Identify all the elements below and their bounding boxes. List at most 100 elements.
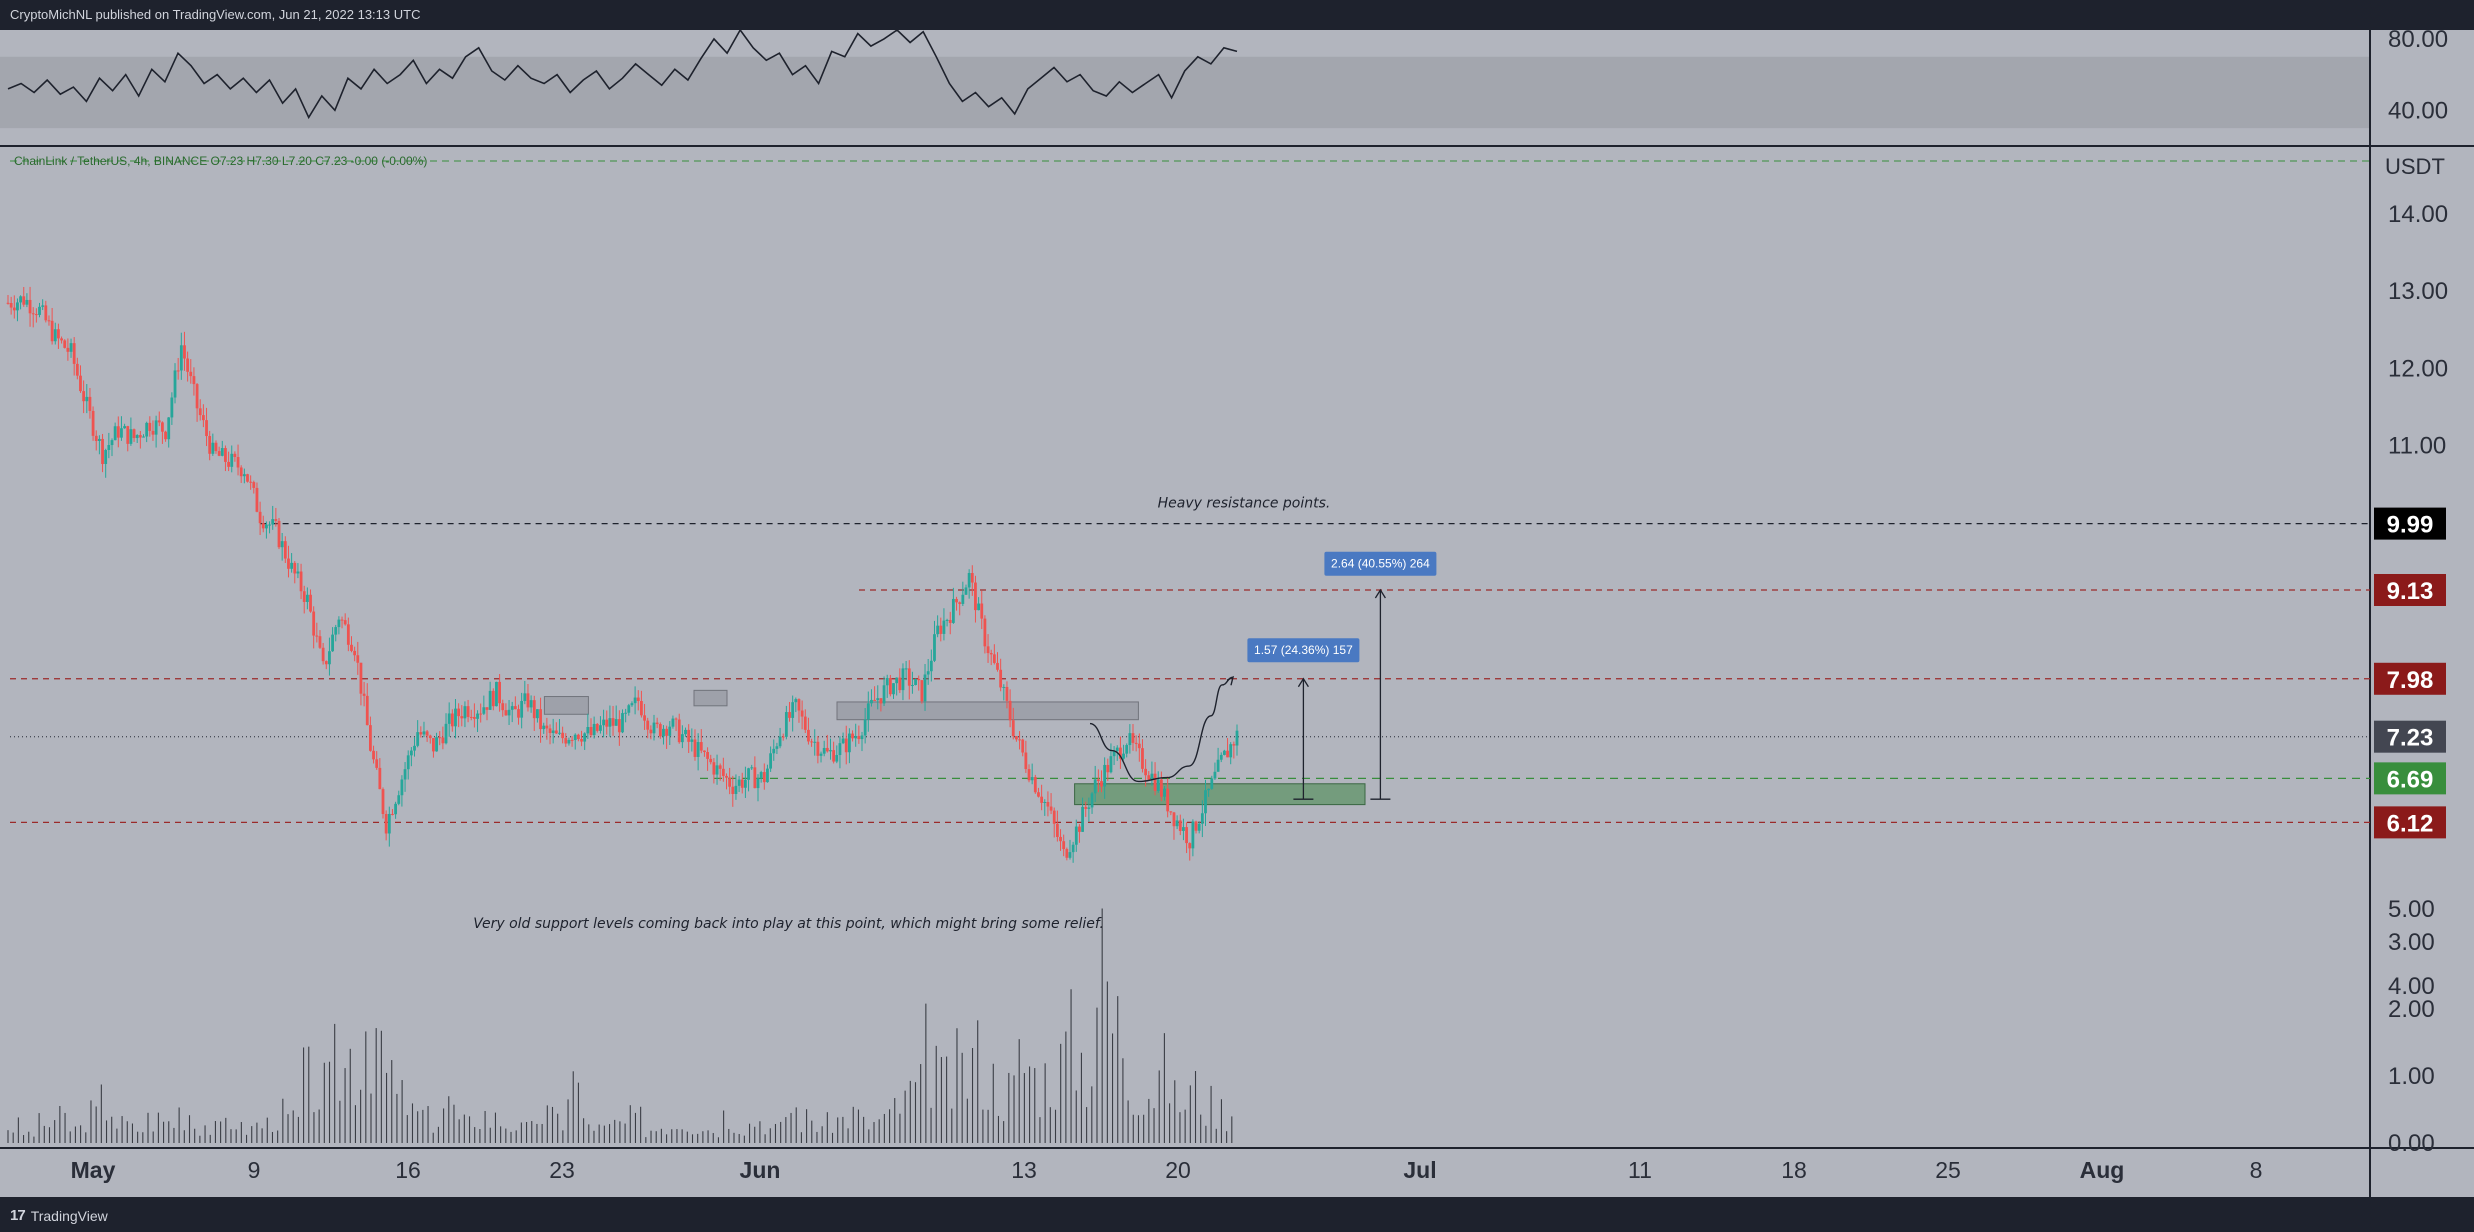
candle-body — [94, 435, 98, 441]
publisher-text: CryptoMichNL published on TradingView.co… — [10, 7, 421, 22]
candle-body — [1059, 836, 1062, 842]
price-tick-label: 5.00 — [2388, 896, 2435, 923]
candle-body — [936, 625, 940, 635]
candle-body — [731, 786, 735, 794]
candle-body — [387, 813, 391, 834]
candle-body — [343, 620, 347, 625]
candle-body — [517, 709, 520, 718]
candle-body — [63, 340, 67, 348]
candle-body — [107, 445, 111, 450]
candle-body — [822, 747, 826, 754]
candle-body — [425, 731, 429, 736]
candle-body — [113, 426, 117, 441]
candle-body — [1049, 806, 1053, 811]
candle-body — [454, 708, 457, 727]
candle-body — [715, 765, 719, 775]
candle-body — [432, 738, 435, 752]
chart-canvas[interactable]: 80.00 40.00 3.00 2.00 1.00 0.00 9.99 9.13 7.98… — [0, 30, 2474, 1197]
candle-body — [737, 779, 741, 786]
candle-body — [491, 690, 495, 707]
date-axis[interactable]: May 9 16 23 Jun 13 20 Jul 11 18 25 Aug 8 — [71, 1157, 2263, 1183]
candle-body — [1021, 739, 1025, 753]
candle-body — [595, 723, 599, 731]
date-label: Jul — [1403, 1157, 1436, 1183]
candle-body — [413, 745, 416, 751]
candle-body — [725, 775, 728, 778]
candle-body — [397, 795, 401, 804]
candle-body — [1159, 779, 1163, 797]
candle-body — [167, 417, 171, 440]
candle-body — [220, 448, 224, 456]
symbol-legend[interactable]: ChainLink / TetherUS, 4h, BINANCE O7.23 … — [14, 154, 427, 168]
candle-body — [617, 719, 621, 733]
candle-body — [350, 644, 353, 651]
candle-body — [1194, 821, 1198, 831]
candle-body — [394, 803, 398, 815]
candle-body — [353, 650, 357, 656]
candle-body — [983, 618, 987, 647]
candle-body — [576, 734, 580, 740]
candle-body — [967, 573, 971, 588]
candle-body — [142, 436, 145, 438]
candle-body — [255, 487, 259, 512]
candle-body — [179, 345, 183, 371]
candle-body — [157, 420, 161, 423]
candle-body — [526, 693, 530, 708]
candle-body — [605, 719, 609, 727]
candle-body — [116, 426, 120, 438]
candle-body — [825, 747, 829, 752]
candle-body — [249, 481, 253, 483]
candle-body — [892, 683, 895, 695]
candle-body — [1093, 779, 1097, 794]
candle-body — [28, 299, 32, 314]
candle-body — [501, 703, 505, 711]
candle-body — [636, 697, 640, 702]
candle-body — [709, 758, 713, 763]
candle-body — [384, 813, 388, 834]
candle-body — [498, 681, 501, 704]
candle-body — [1062, 841, 1066, 850]
price-levels: 9.99 9.13 7.98 7.23 6.69 6.12 — [10, 160, 2446, 839]
candle-body — [813, 741, 817, 743]
candle-body — [1065, 849, 1069, 858]
level-tag-label: 7.98 — [2387, 667, 2434, 694]
candle-body — [807, 729, 810, 742]
volume-tick-label: 1.00 — [2388, 1063, 2435, 1090]
candle-body — [895, 677, 899, 684]
candle-body — [422, 731, 426, 735]
candle-body — [599, 725, 602, 731]
candle-body — [283, 541, 287, 559]
candle-body — [1109, 756, 1113, 773]
price-axis[interactable] — [2370, 30, 2474, 1197]
grey-zone-1 — [543, 696, 589, 715]
candle-body — [161, 422, 164, 432]
candle-body — [589, 727, 593, 736]
candle-body — [841, 738, 845, 744]
candle-body — [1144, 768, 1148, 776]
rsi-pane[interactable]: 80.00 40.00 — [0, 30, 2448, 129]
candle-body — [176, 370, 180, 372]
date-label: Aug — [2080, 1157, 2125, 1183]
tradingview-logo[interactable]: 17 TradingView — [10, 1207, 108, 1224]
candle-body — [164, 431, 167, 440]
candle-body — [1008, 700, 1012, 721]
candle-body — [186, 358, 190, 372]
candle-body — [44, 305, 48, 321]
candle-body — [1030, 777, 1034, 781]
candle-body — [334, 627, 338, 635]
candle-body — [201, 415, 205, 421]
candle-body — [277, 520, 281, 548]
candle-body — [643, 715, 646, 721]
date-label: 23 — [549, 1157, 575, 1183]
candle-body — [88, 396, 92, 411]
candle-body — [762, 772, 766, 783]
level-tag — [2374, 806, 2446, 839]
candle-body — [816, 741, 820, 756]
candle-body — [1219, 754, 1223, 760]
candle-body — [614, 719, 618, 726]
candle-body — [192, 376, 196, 385]
candle-body — [38, 306, 41, 315]
candle-body — [974, 582, 977, 611]
candle-body — [1185, 827, 1188, 844]
candle-body — [1015, 736, 1018, 740]
